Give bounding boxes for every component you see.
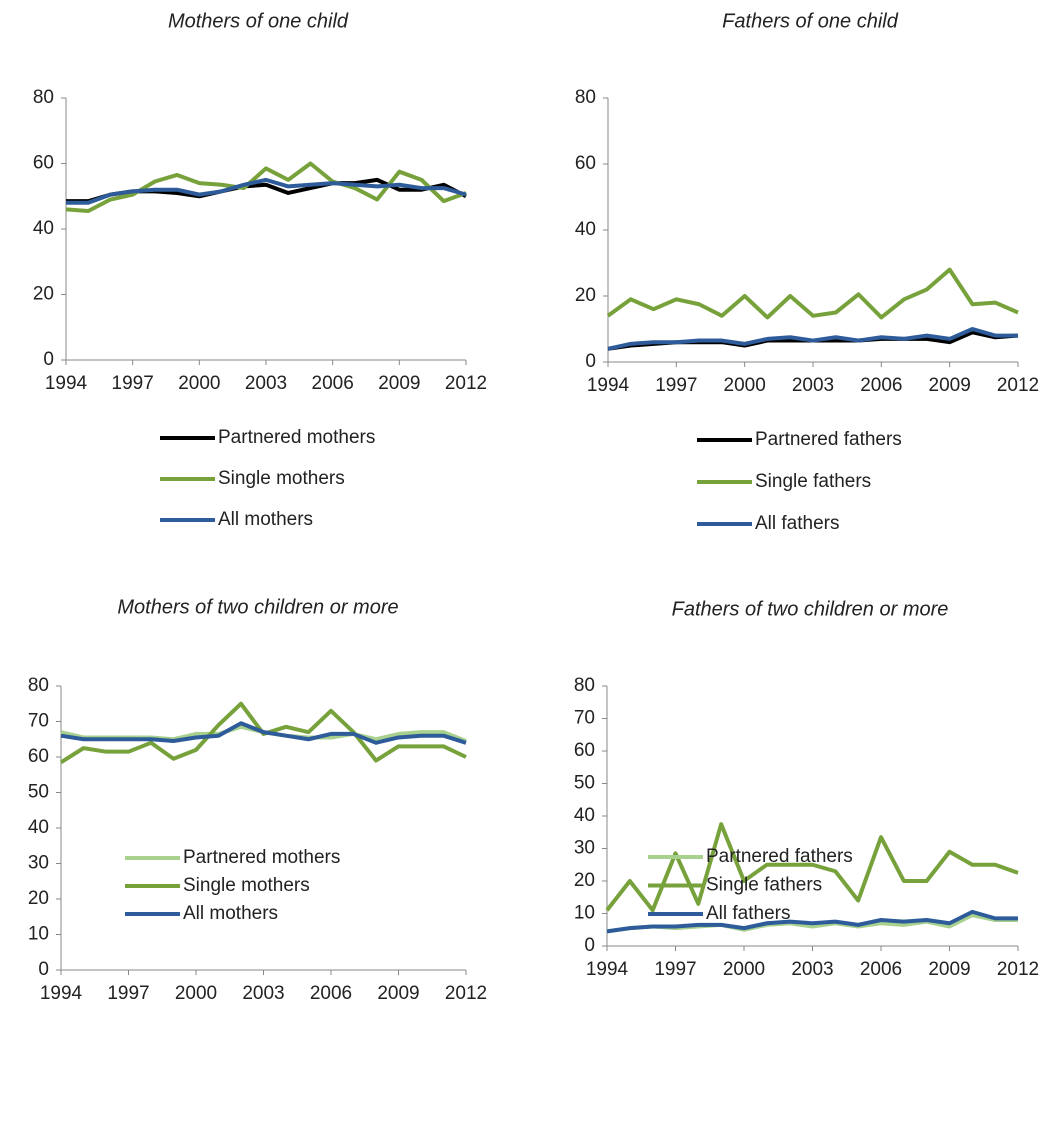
series-line bbox=[605, 822, 1019, 913]
x-tick-label: 2000 bbox=[723, 959, 765, 980]
x-tick-label: 2009 bbox=[928, 959, 970, 980]
x-tick-label: 2003 bbox=[245, 373, 287, 394]
x-tick-label: 1997 bbox=[112, 373, 154, 394]
y-tick-label: 50 bbox=[28, 782, 49, 803]
y-tick-label: 60 bbox=[575, 153, 596, 174]
y-tick-label: 0 bbox=[38, 959, 49, 980]
y-tick-label: 20 bbox=[575, 285, 596, 306]
y-tick-label: 80 bbox=[574, 675, 595, 696]
series-line bbox=[606, 267, 1019, 320]
x-tick-label: 2000 bbox=[178, 373, 220, 394]
y-tick-label: 10 bbox=[28, 924, 49, 945]
y-tick-label: 40 bbox=[28, 817, 49, 838]
x-tick-label: 1994 bbox=[45, 373, 88, 394]
x-tick-label: 1997 bbox=[107, 983, 149, 1004]
x-tick-label: 2006 bbox=[860, 375, 902, 396]
y-tick-label: 0 bbox=[43, 349, 54, 370]
y-tick-label: 0 bbox=[584, 935, 595, 956]
y-tick-label: 40 bbox=[33, 218, 54, 239]
series-line bbox=[66, 177, 467, 205]
x-tick-label: 2003 bbox=[242, 983, 284, 1004]
y-tick-label: 70 bbox=[28, 711, 49, 732]
chart-panel: Fathers of one child 0 20 40 60 80 1994 1997 200… bbox=[575, 10, 1039, 534]
legend-label: All fathers bbox=[755, 513, 839, 534]
chart-title: Fathers of one child bbox=[722, 10, 899, 32]
legend-label: All mothers bbox=[218, 509, 313, 530]
x-tick-label: 1997 bbox=[654, 959, 696, 980]
x-tick-label: 1994 bbox=[586, 959, 629, 980]
x-tick-label: 2009 bbox=[378, 373, 420, 394]
chart-title: Mothers of two children or more bbox=[117, 596, 398, 618]
chart-panel: Mothers of two children or more 0 10 20 30 40… bbox=[28, 596, 487, 1004]
chart-panel: Fathers of two children or more 0 10 20 30 40… bbox=[574, 598, 1039, 980]
legend-label: Single fathers bbox=[755, 471, 871, 492]
legend-label: All fathers bbox=[706, 903, 790, 924]
y-tick-label: 80 bbox=[28, 675, 49, 696]
y-tick-label: 60 bbox=[28, 746, 49, 767]
chart-title: Mothers of one child bbox=[168, 10, 349, 32]
x-tick-label: 2009 bbox=[377, 983, 419, 1004]
x-tick-label: 2000 bbox=[724, 375, 766, 396]
y-tick-label: 40 bbox=[575, 219, 596, 240]
x-tick-label: 2012 bbox=[997, 959, 1039, 980]
series-line bbox=[65, 161, 467, 213]
x-tick-label: 2012 bbox=[445, 373, 487, 394]
legend-label: Single fathers bbox=[706, 875, 822, 896]
y-tick-label: 60 bbox=[33, 153, 54, 174]
series-line bbox=[60, 721, 467, 745]
x-tick-label: 2012 bbox=[997, 375, 1039, 396]
x-tick-label: 2006 bbox=[312, 373, 354, 394]
y-tick-label: 20 bbox=[574, 870, 595, 891]
x-tick-label: 1994 bbox=[40, 983, 83, 1004]
legend-label: Single mothers bbox=[183, 875, 310, 896]
chart-panel: Mothers of one child 0 20 40 60 80 1994 1997 200… bbox=[33, 10, 487, 530]
x-tick-label: 2012 bbox=[445, 983, 487, 1004]
y-tick-label: 60 bbox=[574, 740, 595, 761]
legend-label: Partnered mothers bbox=[183, 847, 340, 868]
x-tick-label: 2003 bbox=[792, 375, 834, 396]
y-tick-label: 30 bbox=[28, 853, 49, 874]
x-tick-label: 1994 bbox=[587, 375, 630, 396]
y-tick-label: 10 bbox=[574, 903, 595, 924]
y-tick-label: 80 bbox=[575, 87, 596, 108]
y-tick-label: 70 bbox=[574, 708, 595, 729]
x-tick-label: 2006 bbox=[310, 983, 352, 1004]
x-tick-label: 2003 bbox=[791, 959, 833, 980]
chart-title: Fathers of two children or more bbox=[672, 598, 949, 620]
legend-label: All mothers bbox=[183, 903, 278, 924]
x-tick-label: 1997 bbox=[655, 375, 697, 396]
legend-label: Partnered fathers bbox=[706, 846, 853, 867]
series-line bbox=[606, 909, 1018, 934]
x-tick-label: 2009 bbox=[929, 375, 971, 396]
y-tick-label: 30 bbox=[574, 838, 595, 859]
y-tick-label: 20 bbox=[33, 284, 54, 305]
y-tick-label: 80 bbox=[33, 87, 54, 108]
legend-label: Single mothers bbox=[218, 468, 345, 489]
legend-label: Partnered fathers bbox=[755, 429, 902, 450]
y-tick-label: 0 bbox=[585, 351, 596, 372]
legend-label: Partnered mothers bbox=[218, 427, 375, 448]
x-tick-label: 2006 bbox=[860, 959, 902, 980]
y-tick-label: 20 bbox=[28, 888, 49, 909]
y-tick-label: 40 bbox=[574, 805, 595, 826]
series-line bbox=[607, 327, 1018, 351]
x-tick-label: 2000 bbox=[175, 983, 217, 1004]
y-tick-label: 50 bbox=[574, 773, 595, 794]
